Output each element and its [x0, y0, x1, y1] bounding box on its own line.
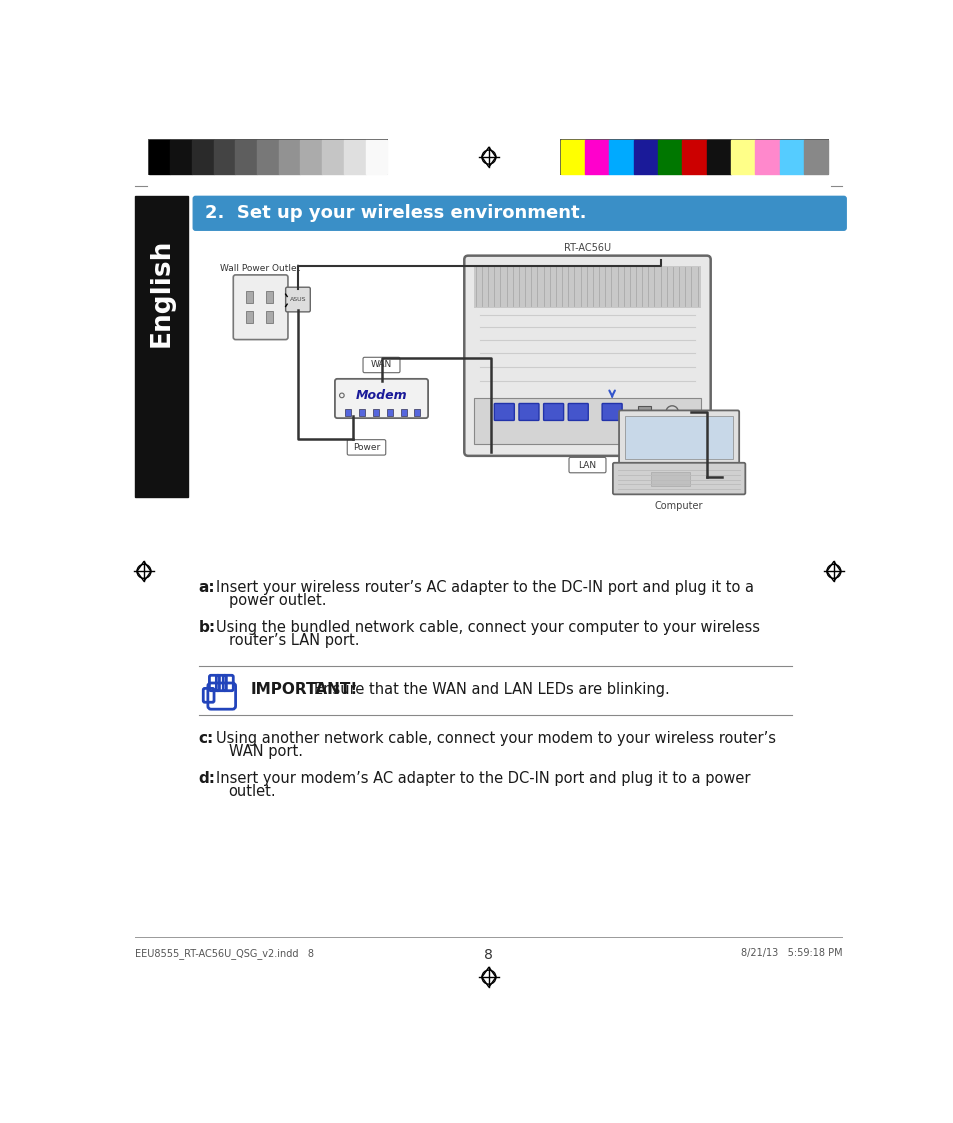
Text: c:: c: — [198, 731, 213, 746]
Bar — [246, 291, 253, 303]
Bar — [681, 140, 706, 174]
Bar — [651, 472, 689, 486]
Bar — [474, 266, 700, 308]
Bar — [803, 140, 827, 174]
FancyBboxPatch shape — [494, 403, 514, 420]
Bar — [266, 291, 274, 303]
Bar — [706, 140, 730, 174]
FancyBboxPatch shape — [618, 410, 739, 466]
Bar — [148, 139, 388, 175]
Text: WAN: WAN — [371, 360, 392, 369]
Bar — [373, 409, 378, 416]
Bar — [213, 140, 235, 174]
FancyBboxPatch shape — [233, 275, 288, 339]
FancyBboxPatch shape — [464, 256, 710, 456]
Text: English: English — [149, 238, 174, 347]
Text: 2.  Set up your wireless environment.: 2. Set up your wireless environment. — [205, 204, 586, 222]
Bar — [730, 140, 755, 174]
Bar — [135, 197, 188, 496]
Text: ASUS: ASUS — [290, 298, 306, 302]
Bar — [658, 140, 681, 174]
Bar — [246, 311, 253, 323]
Text: IMPORTANT!: IMPORTANT! — [251, 682, 358, 696]
Bar — [343, 140, 365, 174]
Bar — [559, 139, 828, 175]
Text: Insert your modem’s AC adapter to the DC-IN port and plug it to a power: Insert your modem’s AC adapter to the DC… — [215, 770, 749, 786]
Bar — [779, 140, 803, 174]
Bar — [400, 409, 407, 416]
FancyBboxPatch shape — [363, 357, 399, 373]
Bar — [387, 409, 393, 416]
FancyBboxPatch shape — [335, 378, 428, 418]
Bar — [584, 140, 609, 174]
Bar — [170, 140, 192, 174]
Bar — [624, 416, 732, 459]
FancyBboxPatch shape — [518, 403, 538, 420]
FancyBboxPatch shape — [612, 463, 744, 494]
Text: RT-AC56U: RT-AC56U — [563, 244, 611, 254]
Bar — [633, 140, 658, 174]
Text: Power: Power — [353, 442, 379, 451]
Bar — [322, 140, 343, 174]
Text: 8/21/13   5:59:18 PM: 8/21/13 5:59:18 PM — [740, 948, 841, 958]
Text: router’s LAN port.: router’s LAN port. — [229, 633, 358, 648]
FancyBboxPatch shape — [543, 403, 563, 420]
Text: EEU8555_RT-AC56U_QSG_v2.indd   8: EEU8555_RT-AC56U_QSG_v2.indd 8 — [135, 948, 314, 959]
Text: a:: a: — [198, 579, 215, 595]
Bar — [278, 140, 300, 174]
Text: Computer: Computer — [654, 501, 702, 511]
Bar — [755, 140, 779, 174]
Text: Using the bundled network cable, connect your computer to your wireless: Using the bundled network cable, connect… — [215, 620, 759, 634]
Bar — [609, 140, 633, 174]
FancyBboxPatch shape — [285, 287, 310, 312]
Text: Ensure that the WAN and LAN LEDs are blinking.: Ensure that the WAN and LAN LEDs are bli… — [314, 682, 669, 696]
Bar — [637, 405, 651, 418]
Bar — [414, 409, 420, 416]
FancyBboxPatch shape — [568, 457, 605, 473]
Bar — [474, 398, 700, 445]
Bar — [345, 409, 351, 416]
Text: power outlet.: power outlet. — [229, 593, 326, 608]
Bar — [256, 140, 278, 174]
Bar — [235, 140, 256, 174]
Bar — [560, 140, 584, 174]
Text: WAN port.: WAN port. — [229, 743, 302, 759]
Text: 8: 8 — [484, 948, 493, 962]
Text: Insert your wireless router’s AC adapter to the DC-IN port and plug it to a: Insert your wireless router’s AC adapter… — [215, 579, 753, 595]
Bar — [300, 140, 322, 174]
Text: b:: b: — [198, 620, 215, 634]
FancyBboxPatch shape — [601, 403, 621, 420]
Text: LAN: LAN — [578, 460, 596, 469]
FancyBboxPatch shape — [347, 440, 385, 455]
Text: outlet.: outlet. — [229, 784, 276, 798]
Bar — [192, 140, 213, 174]
Bar — [358, 409, 365, 416]
Bar — [266, 311, 274, 323]
Text: Modem: Modem — [355, 390, 407, 402]
Text: Wall Power Outlet: Wall Power Outlet — [220, 264, 300, 273]
FancyBboxPatch shape — [568, 403, 588, 420]
Text: d:: d: — [198, 770, 215, 786]
Bar — [365, 140, 387, 174]
FancyBboxPatch shape — [193, 197, 845, 230]
Text: Using another network cable, connect your modem to your wireless router’s: Using another network cable, connect you… — [215, 731, 775, 746]
Bar — [149, 140, 170, 174]
